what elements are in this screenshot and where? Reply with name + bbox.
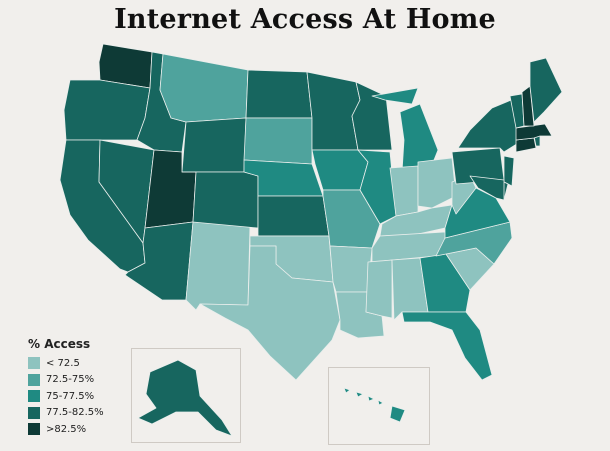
state-ar <box>329 245 373 293</box>
alaska-inset <box>131 348 241 443</box>
state-me <box>529 57 563 123</box>
legend-swatch <box>28 406 40 419</box>
legend-label: < 72.5 <box>46 357 80 369</box>
state-tx <box>199 245 341 381</box>
state-ks <box>257 195 330 237</box>
legend-swatch <box>28 373 40 386</box>
state-or <box>63 79 151 141</box>
state-ct <box>515 137 537 153</box>
legend-label: 72.5-75% <box>46 374 95 386</box>
state-mt <box>159 53 249 123</box>
state-oh <box>417 157 457 209</box>
legend-item: 77.5-82.5% <box>28 405 104 422</box>
legend-swatch <box>28 423 40 436</box>
state-fl <box>401 311 493 381</box>
legend-item: 75-77.5% <box>28 388 104 405</box>
legend-item: 72.5-75% <box>28 372 104 389</box>
state-il <box>357 149 397 225</box>
state-wy <box>181 117 247 173</box>
legend-swatch <box>28 390 40 403</box>
legend-label: >82.5% <box>46 423 87 435</box>
legend-item: < 72.5 <box>28 355 104 372</box>
legend-title: % Access <box>28 337 91 351</box>
state-nd <box>245 69 313 119</box>
map-title: Internet Access At Home <box>114 4 496 35</box>
hawaii-inset <box>328 367 430 445</box>
state-ms <box>365 259 393 319</box>
legend-label: 75-77.5% <box>46 390 95 402</box>
state-sd <box>243 117 313 165</box>
legend-item: >82.5% <box>28 421 104 438</box>
legend: % Access < 72.5 72.5-75% 75-77.5% 77.5-82.5… <box>28 337 104 438</box>
state-hi <box>343 387 406 423</box>
state-md <box>469 175 505 201</box>
state-ia <box>311 149 369 191</box>
state-mn <box>306 71 361 151</box>
state-ma <box>515 123 553 141</box>
state-wi <box>351 81 393 151</box>
state-nc <box>435 221 513 265</box>
state-nm <box>185 221 251 311</box>
legend-label: 77.5-82.5% <box>46 407 104 419</box>
legend-swatch <box>28 357 40 370</box>
state-nj <box>503 155 515 187</box>
state-ak <box>137 359 233 437</box>
